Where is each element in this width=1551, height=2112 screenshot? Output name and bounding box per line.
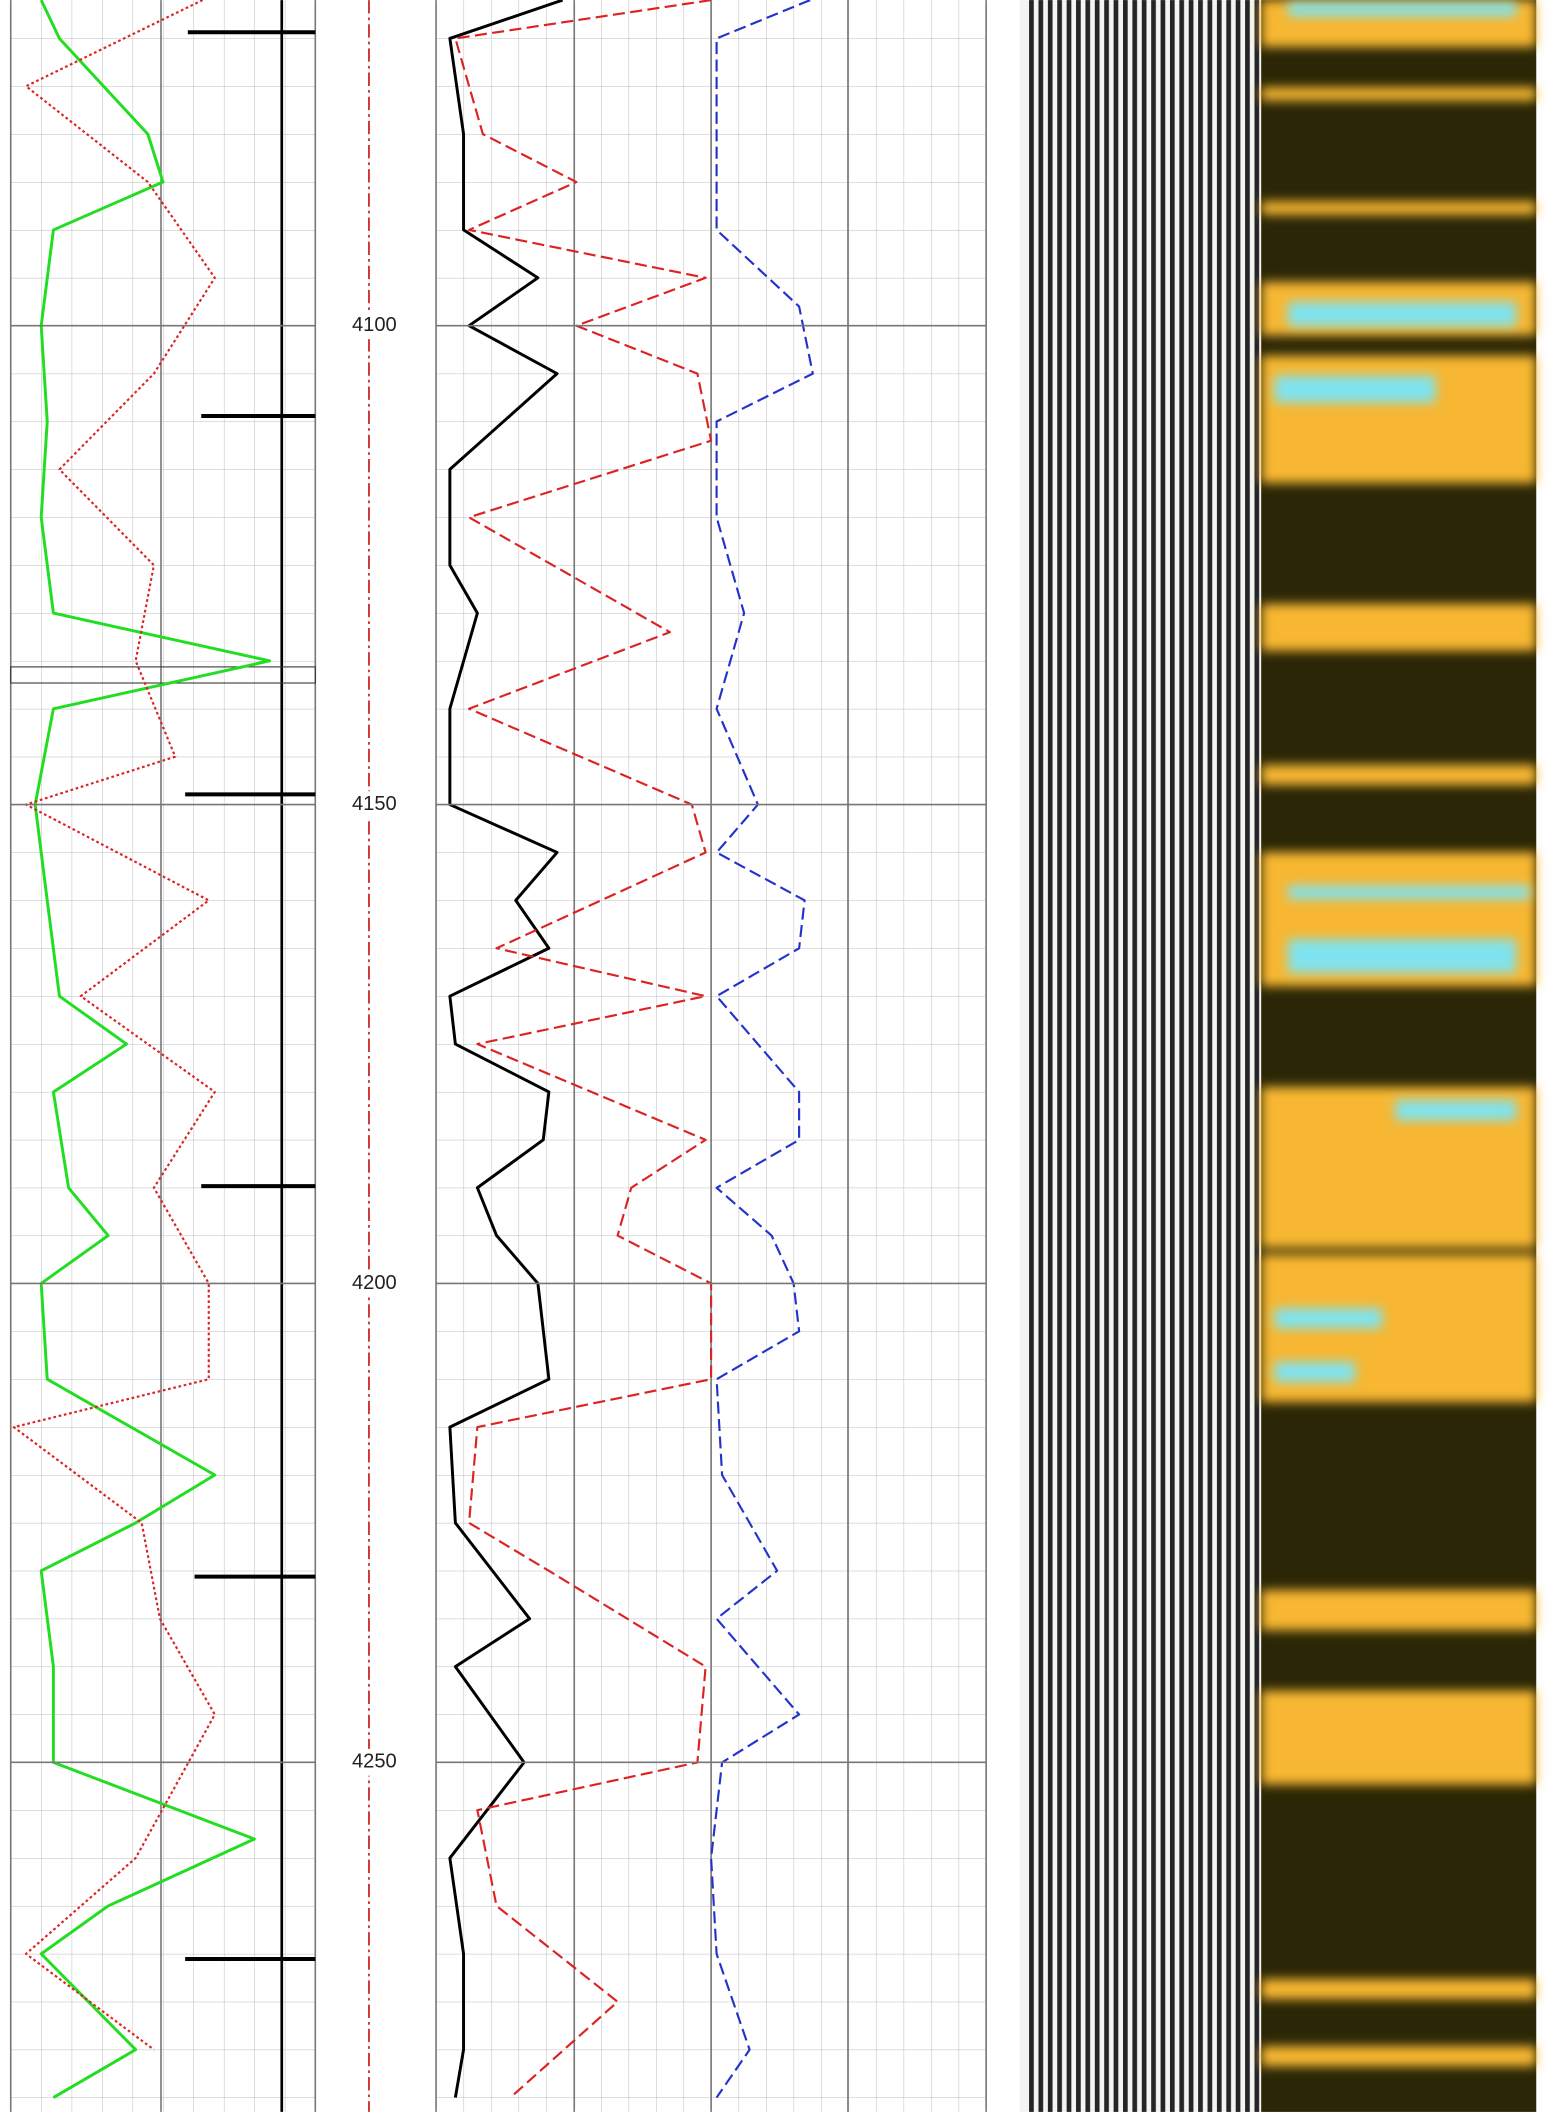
curves [12,0,814,2099]
depth-label-bg [338,1748,403,1776]
log-curve [33,0,272,2099]
log-curve [710,0,814,2099]
log-curve [448,0,564,2098]
depth-label: 4200 [352,1272,397,1294]
variable-density-image [1019,0,1262,2112]
tool-trace [10,0,316,2112]
log-curve [12,0,216,2051]
depth-label-bg [338,1270,403,1297]
depth-label-bg [338,312,403,340]
depth-label-bg [338,791,403,819]
log-curve [454,0,713,2099]
depth-label: 4250 [352,1751,397,1773]
depth-label: 4150 [352,793,397,815]
color-image [1261,0,1537,2112]
depth-label: 4100 [352,314,397,336]
